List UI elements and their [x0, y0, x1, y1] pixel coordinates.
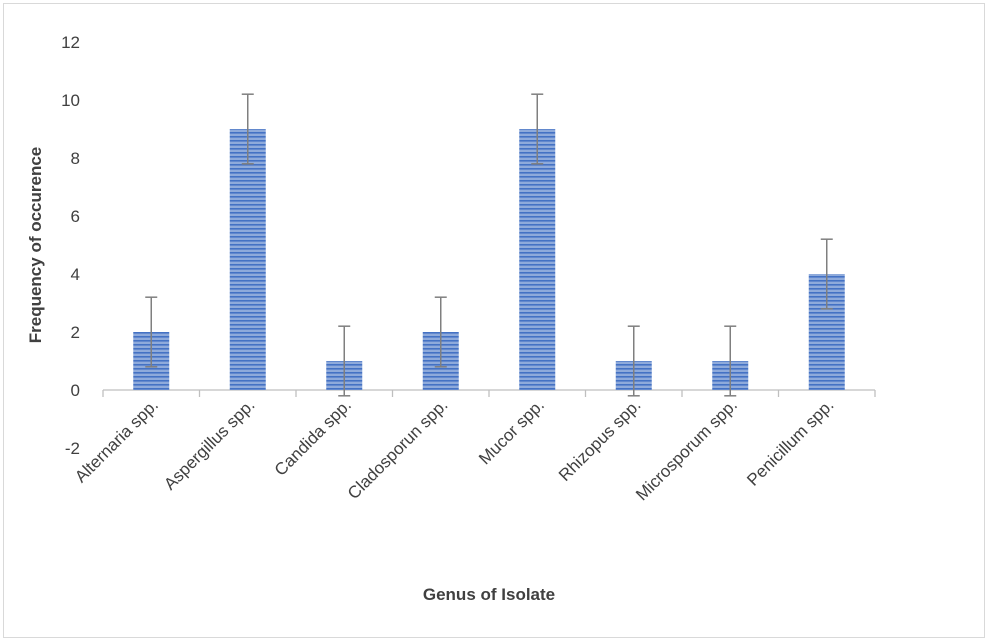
y-tick-label: 6 — [71, 207, 80, 226]
y-tick-label: 10 — [61, 91, 80, 110]
y-tick-label: -2 — [65, 439, 80, 458]
x-tick-label: Candida spp. — [271, 395, 355, 479]
y-tick-label: 12 — [61, 33, 80, 52]
x-tick-label: Mucor spp. — [475, 395, 548, 468]
x-axis-title: Genus of Isolate — [423, 585, 555, 604]
y-axis-title: Frequency of occurence — [26, 147, 45, 344]
y-tick-label: 8 — [71, 149, 80, 168]
bar — [519, 129, 556, 390]
y-tick-label: 4 — [71, 265, 80, 284]
y-tick-label: 0 — [71, 381, 80, 400]
x-tick-label: Aspergillus spp. — [160, 395, 258, 493]
y-tick-label: 2 — [71, 323, 80, 342]
x-tick-label: Rhizopus spp. — [555, 395, 645, 485]
x-tick-label: Alternaria spp. — [71, 395, 162, 486]
bar — [229, 129, 266, 390]
x-tick-label: Cladosporun spp. — [344, 395, 452, 503]
x-tick-label: Penicillum spp. — [743, 395, 837, 489]
x-tick-label: Microsporum spp. — [632, 395, 741, 504]
